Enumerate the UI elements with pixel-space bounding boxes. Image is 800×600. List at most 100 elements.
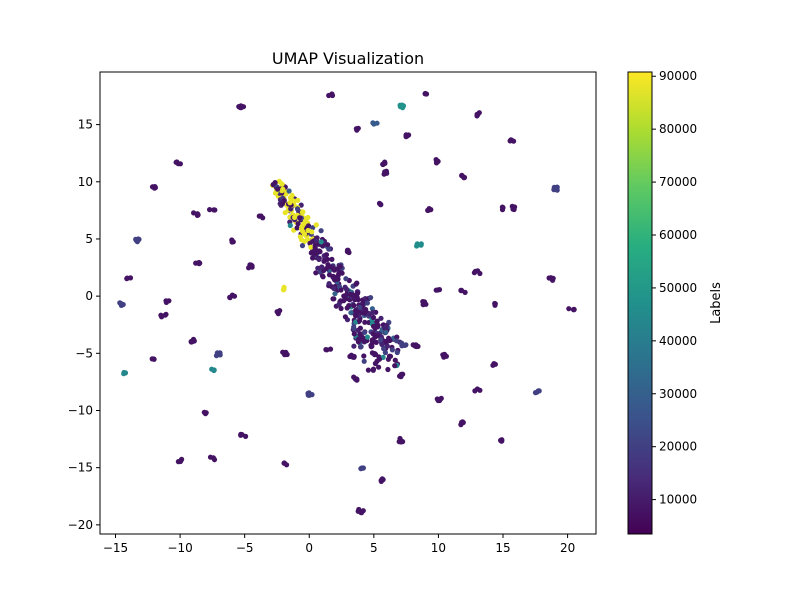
- cluster-point: [354, 127, 360, 133]
- cluster-point: [326, 92, 332, 99]
- data-point: [319, 273, 326, 279]
- data-point: [275, 186, 281, 192]
- data-point: [387, 337, 393, 344]
- chart-title: UMAP Visualization: [272, 49, 424, 68]
- cluster-point: [211, 207, 217, 213]
- data-point: [272, 180, 278, 186]
- data-point: [368, 295, 374, 301]
- data-point: [337, 263, 343, 270]
- data-point: [364, 300, 370, 306]
- cluster-point: [358, 466, 364, 472]
- colorbar: [627, 71, 653, 535]
- cluster-point: [229, 238, 235, 244]
- data-point: [351, 331, 357, 337]
- x-tick-label: 20: [560, 541, 575, 555]
- x-tick-label: −15: [103, 541, 128, 555]
- data-point: [297, 215, 303, 221]
- data-point: [354, 294, 360, 301]
- data-point: [368, 344, 374, 350]
- data-point: [346, 303, 352, 309]
- data-point: [313, 222, 319, 228]
- data-point: [310, 225, 316, 231]
- data-point: [348, 310, 354, 316]
- y-axis: −20 −15 −10 −5 0 5 10 15: [68, 118, 100, 532]
- cluster-point: [214, 350, 220, 356]
- y-tick-label: −20: [68, 518, 93, 532]
- data-point: [299, 243, 306, 249]
- x-axis: −15 −10 −5 0 5 10 15 20: [103, 534, 575, 555]
- data-point: [363, 306, 369, 313]
- data-point: [357, 331, 363, 337]
- cluster-point: [399, 102, 405, 108]
- data-point: [286, 188, 292, 194]
- data-point: [272, 190, 279, 196]
- cluster-point: [477, 270, 483, 277]
- data-point: [389, 347, 395, 353]
- data-point: [362, 319, 368, 325]
- data-point: [361, 329, 368, 335]
- cluster-point: [135, 236, 141, 242]
- cluster-point: [360, 508, 366, 514]
- data-point: [381, 346, 387, 352]
- cluster-point: [197, 260, 203, 266]
- colorbar-tick-label: 20000: [659, 440, 697, 454]
- cluster-point: [460, 174, 466, 180]
- data-point: [316, 256, 322, 262]
- data-point: [392, 363, 398, 369]
- cluster-point: [149, 356, 155, 362]
- colorbar-label: Labels: [709, 282, 724, 324]
- cluster-point: [194, 211, 201, 217]
- cluster-point: [243, 433, 249, 439]
- x-tick-label: 15: [495, 541, 510, 555]
- data-point: [299, 209, 305, 215]
- data-point: [301, 238, 307, 245]
- cluster-point: [492, 361, 498, 367]
- data-point: [342, 314, 348, 320]
- cluster-point: [355, 508, 361, 514]
- cluster-point: [566, 306, 572, 312]
- cluster-point: [536, 388, 542, 394]
- cluster-point: [498, 438, 504, 444]
- data-point: [370, 314, 377, 321]
- cluster-point: [117, 300, 123, 306]
- cluster-point: [174, 159, 180, 165]
- data-point: [295, 221, 301, 227]
- cluster-point: [459, 419, 466, 425]
- cluster-point: [249, 263, 255, 269]
- data-point: [325, 242, 331, 248]
- data-point: [341, 298, 347, 304]
- cluster-point: [238, 103, 244, 109]
- data-point: [315, 265, 321, 271]
- data-point: [361, 338, 367, 345]
- data-point: [394, 334, 400, 340]
- data-point: [365, 367, 371, 373]
- data-point: [289, 192, 295, 198]
- data-point: [318, 228, 324, 234]
- data-point: [378, 315, 384, 321]
- data-point: [320, 243, 326, 249]
- x-tick-label: 0: [305, 541, 313, 555]
- data-point: [367, 311, 373, 317]
- cluster-point: [400, 439, 406, 445]
- cluster-point: [492, 302, 498, 308]
- cluster-point: [474, 111, 480, 117]
- cluster-point: [121, 369, 127, 376]
- cluster-point: [399, 343, 405, 349]
- data-point: [287, 222, 293, 229]
- cluster-point: [211, 367, 217, 374]
- data-point: [376, 364, 382, 370]
- data-point: [376, 356, 383, 362]
- data-point: [281, 197, 287, 204]
- cluster-point: [353, 376, 360, 382]
- data-point: [343, 286, 350, 292]
- cluster-point: [554, 184, 560, 190]
- colorbar-tick-label: 60000: [659, 228, 697, 242]
- data-point: [374, 333, 380, 339]
- data-point: [289, 197, 295, 203]
- data-point: [369, 350, 375, 356]
- data-point: [313, 238, 319, 244]
- data-point: [387, 353, 394, 359]
- cluster-point: [164, 298, 170, 304]
- cluster-point: [410, 342, 416, 348]
- cluster-point: [277, 308, 283, 314]
